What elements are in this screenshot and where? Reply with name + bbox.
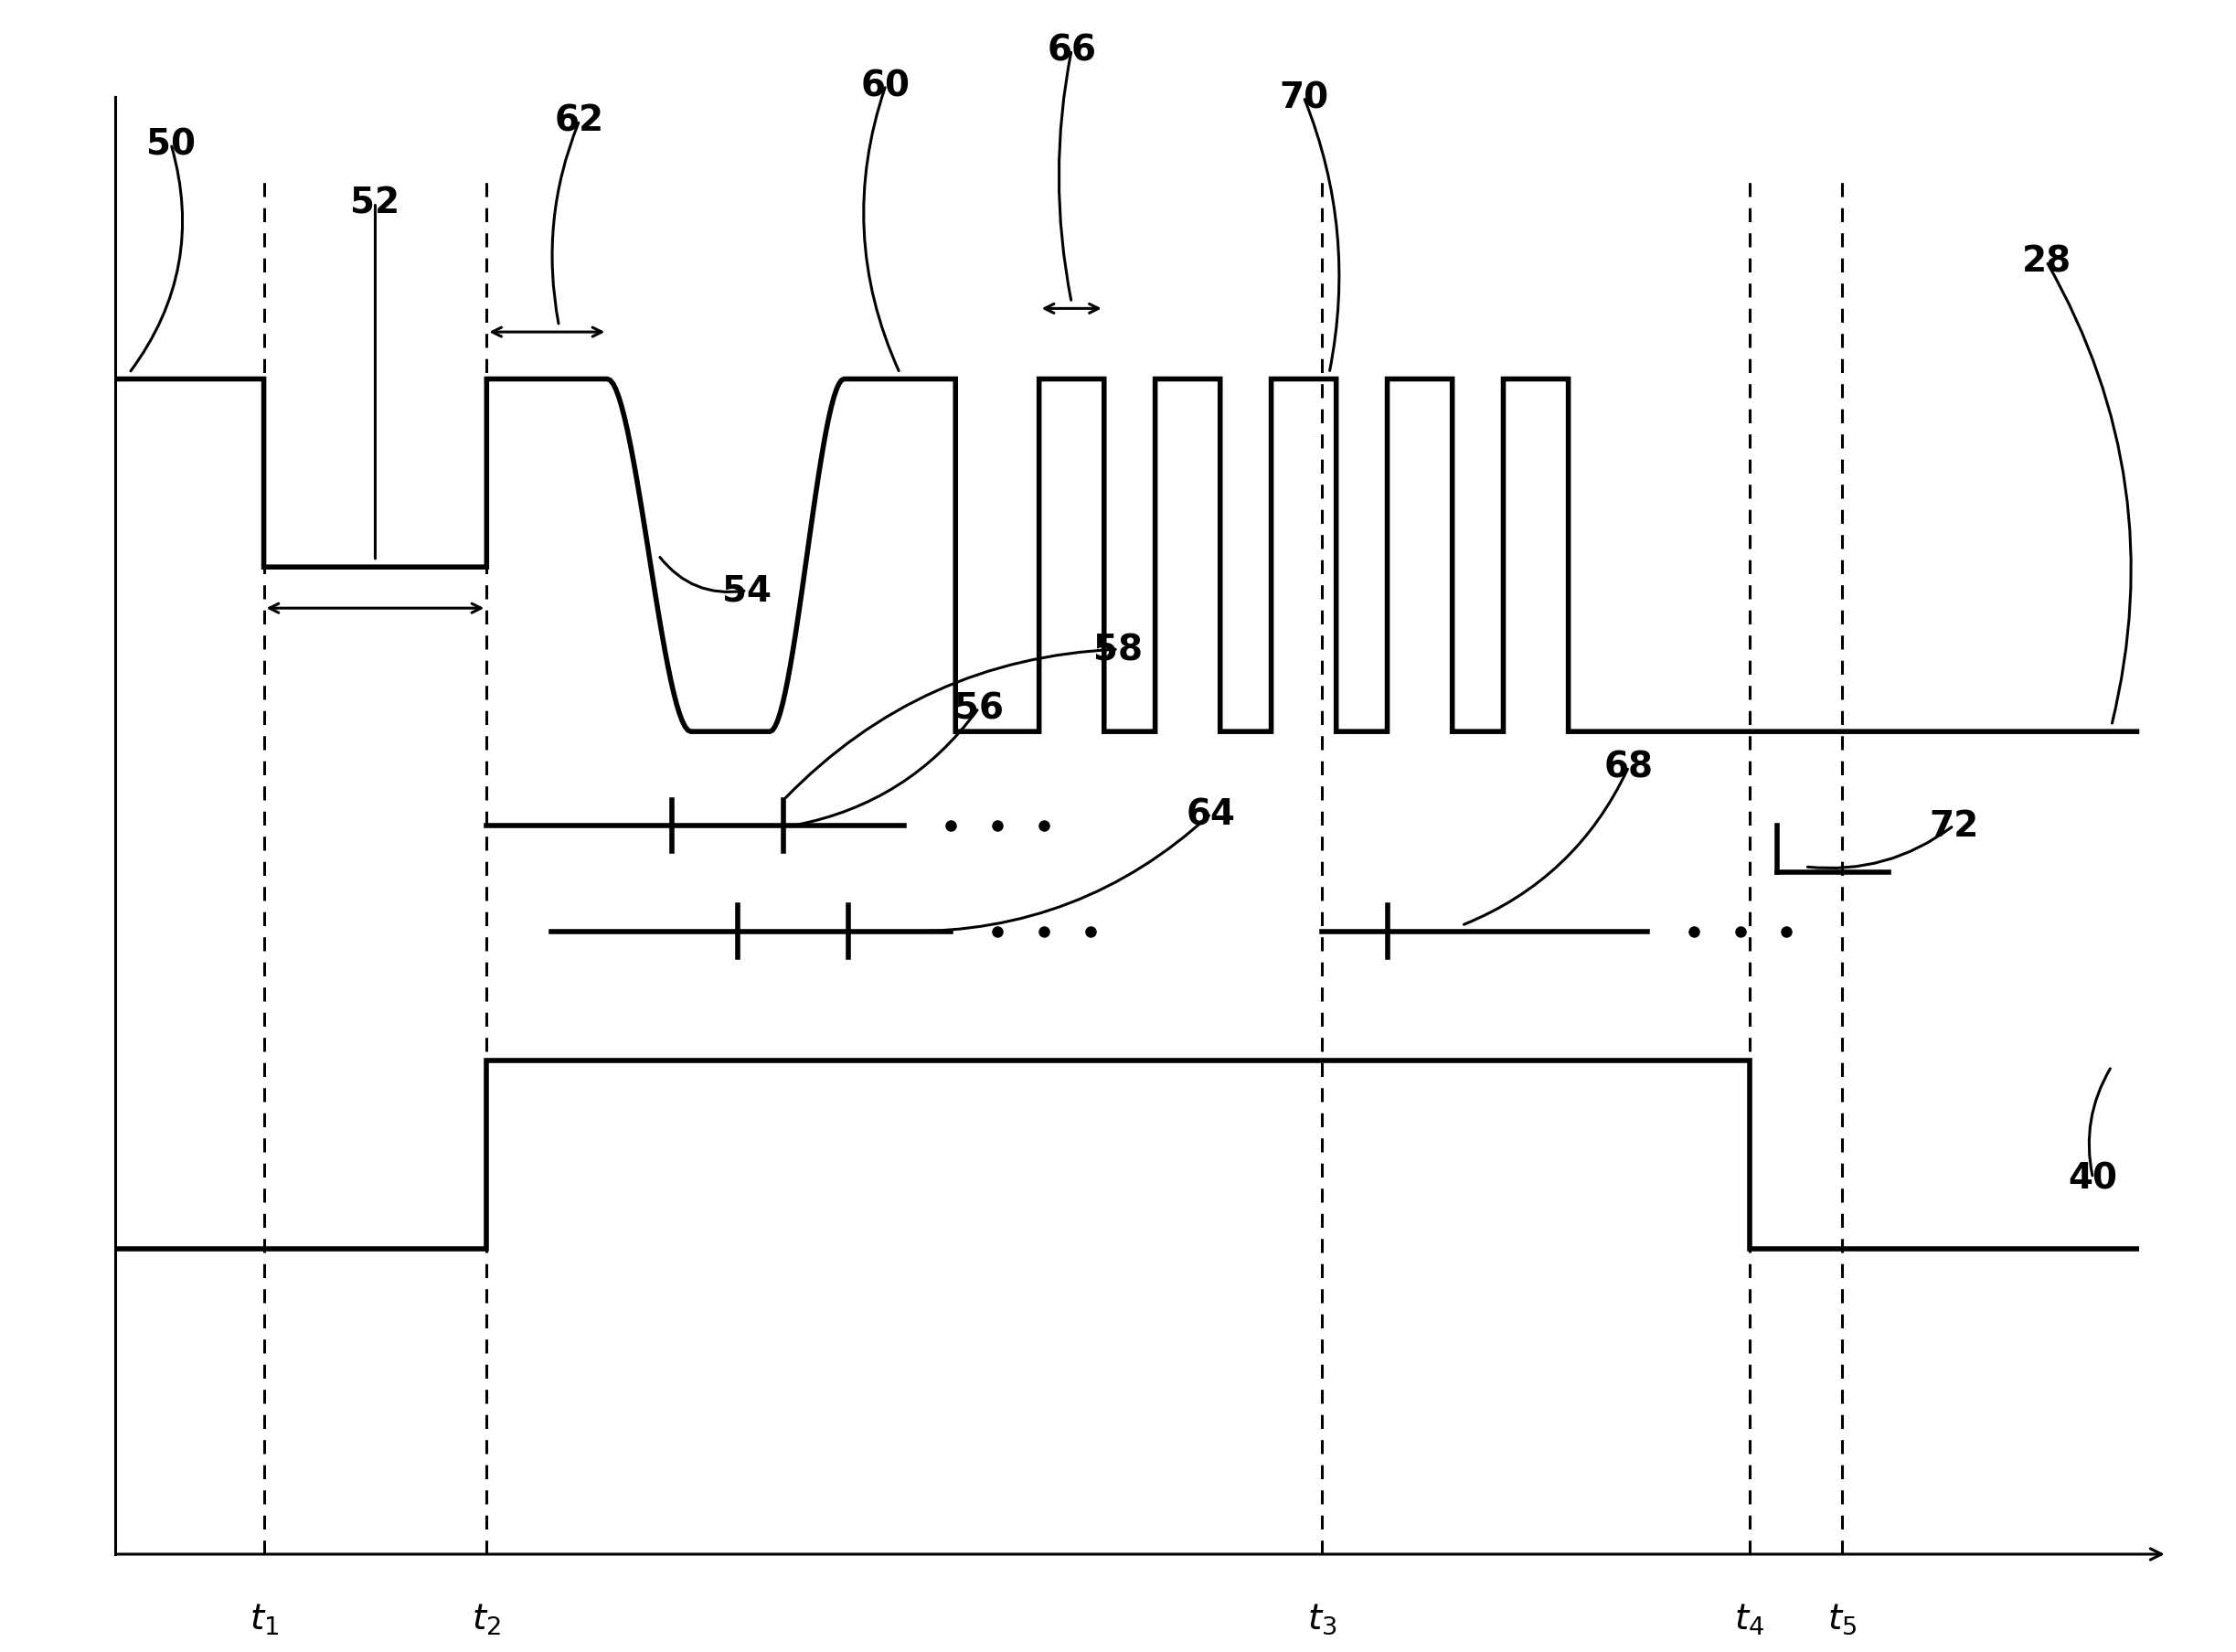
Text: $t_4$: $t_4$ (1735, 1601, 1764, 1635)
Text: $t_2$: $t_2$ (472, 1601, 501, 1635)
Text: 54: 54 (722, 573, 771, 608)
Text: 52: 52 (351, 187, 400, 221)
Text: 62: 62 (555, 104, 604, 139)
Text: 66: 66 (1046, 33, 1096, 68)
Text: 64: 64 (1185, 796, 1237, 831)
Text: 28: 28 (2021, 244, 2071, 279)
Text: 56: 56 (955, 691, 1004, 725)
Text: 40: 40 (2068, 1161, 2117, 1196)
Text: 70: 70 (1279, 81, 1328, 116)
Text: 68: 68 (1603, 750, 1652, 785)
Text: 50: 50 (145, 127, 195, 162)
Text: 60: 60 (861, 69, 910, 104)
Text: $t_3$: $t_3$ (1308, 1601, 1337, 1635)
Text: $t_5$: $t_5$ (1827, 1601, 1856, 1635)
Text: 58: 58 (1093, 633, 1143, 667)
Text: 72: 72 (1930, 808, 1979, 844)
Text: $t_1$: $t_1$ (248, 1601, 280, 1635)
